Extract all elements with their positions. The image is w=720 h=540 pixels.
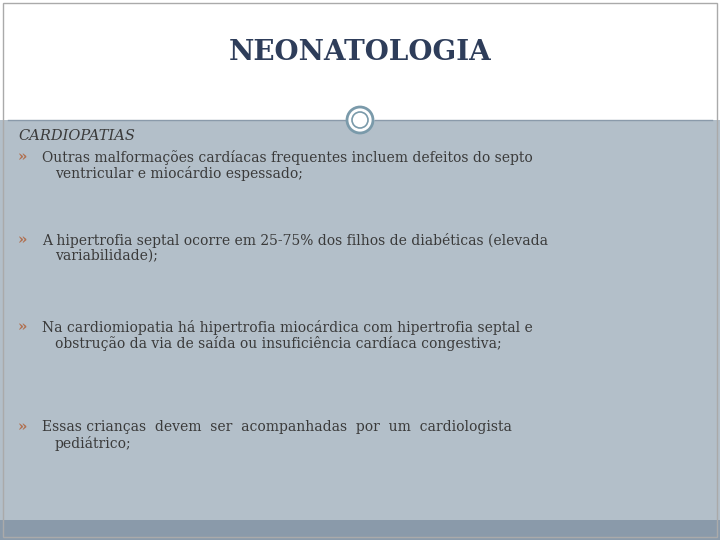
Text: CARDIOPATIAS: CARDIOPATIAS [18, 129, 135, 143]
Text: NEONATOLOGIA: NEONATOLOGIA [229, 38, 491, 65]
Text: »: » [18, 320, 27, 334]
Text: obstrução da via de saída ou insuficiência cardíaca congestiva;: obstrução da via de saída ou insuficiênc… [55, 336, 502, 351]
Text: »: » [18, 150, 27, 164]
FancyBboxPatch shape [0, 0, 720, 120]
FancyBboxPatch shape [0, 520, 720, 540]
Text: pediátrico;: pediátrico; [55, 436, 132, 451]
Text: ventricular e miocárdio espessado;: ventricular e miocárdio espessado; [55, 166, 303, 181]
Text: Outras malformações cardíacas frequentes incluem defeitos do septo: Outras malformações cardíacas frequentes… [42, 150, 533, 165]
Text: Essas crianças  devem  ser  acompanhadas  por  um  cardiologista: Essas crianças devem ser acompanhadas po… [42, 420, 512, 434]
FancyBboxPatch shape [0, 120, 720, 520]
Circle shape [347, 107, 373, 133]
Text: variabilidade);: variabilidade); [55, 249, 158, 263]
Text: Na cardiomiopatia há hipertrofia miocárdica com hipertrofia septal e: Na cardiomiopatia há hipertrofia miocárd… [42, 320, 533, 335]
Text: »: » [18, 420, 27, 434]
Text: A hipertrofia septal ocorre em 25-75% dos filhos de diabéticas (elevada: A hipertrofia septal ocorre em 25-75% do… [42, 233, 548, 248]
Text: »: » [18, 233, 27, 247]
Circle shape [352, 112, 368, 128]
